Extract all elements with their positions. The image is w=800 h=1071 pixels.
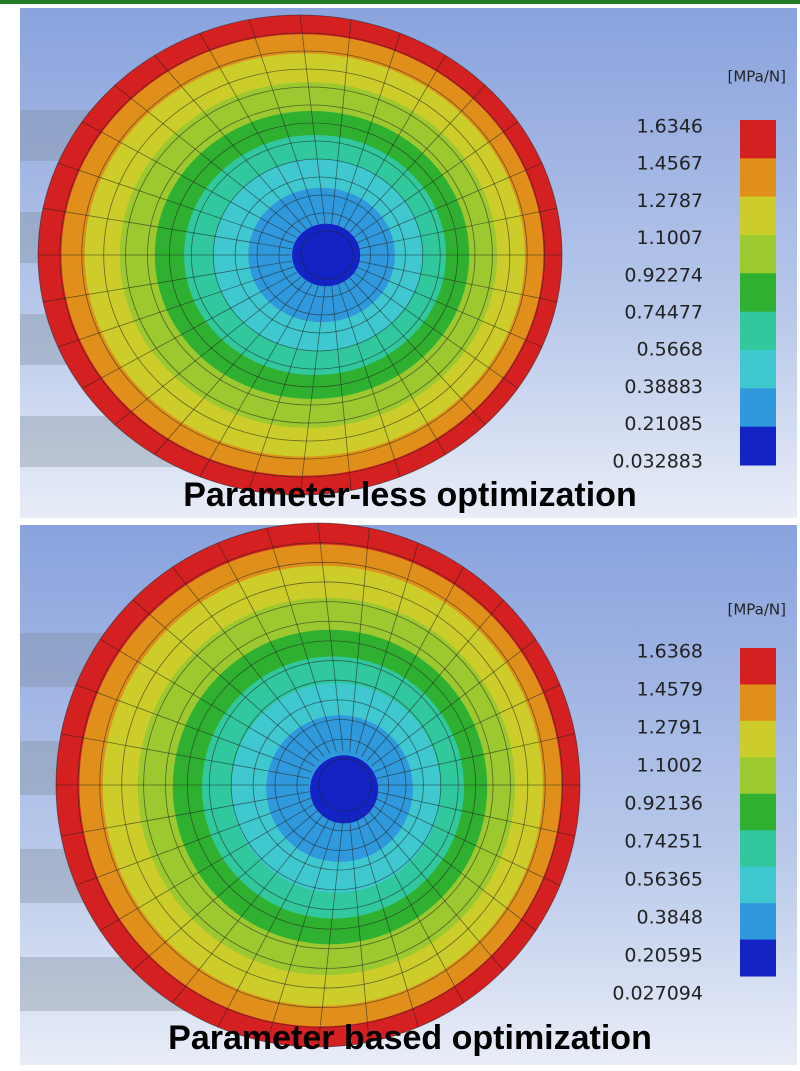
- legend-swatch: [740, 648, 776, 685]
- legend-value: 0.74477: [624, 302, 703, 324]
- panel: [MPa/N] 1.6368 1.4579 1.2791 1.1002 0.92136 0.…: [20, 523, 797, 1065]
- legend-swatch: [740, 273, 776, 312]
- legend-swatch: [740, 867, 776, 904]
- legend-swatch: [740, 684, 776, 721]
- legend-value: 0.92136: [624, 793, 703, 815]
- legend-unit: [MPa/N]: [728, 601, 786, 619]
- legend-swatch: [740, 197, 776, 236]
- legend-value: 1.6346: [637, 116, 703, 138]
- caption: Parameter based optimization: [168, 1019, 652, 1057]
- legend-value: 1.2787: [637, 190, 703, 212]
- legend-value: 0.5668: [637, 339, 703, 361]
- legend-value: 0.21085: [624, 413, 703, 435]
- legend-swatch: [740, 757, 776, 794]
- legend-value: 1.1002: [637, 755, 703, 777]
- legend-unit: [MPa/N]: [728, 68, 786, 86]
- contour-band: [292, 224, 360, 286]
- legend-value: 1.6368: [637, 641, 703, 663]
- panel: [MPa/N] 1.6346 1.4567 1.2787 1.1007 0.92274 0.…: [20, 8, 797, 518]
- legend-swatch: [740, 721, 776, 758]
- legend-value: 0.3848: [637, 907, 703, 929]
- legend-value: 0.027094: [612, 983, 703, 1005]
- legend-value: 1.1007: [637, 227, 703, 249]
- legend-swatch: [740, 312, 776, 351]
- page: [MPa/N] 1.6346 1.4567 1.2787 1.1007 0.92274 0.…: [0, 0, 800, 1071]
- legend-value: 1.2791: [637, 717, 703, 739]
- legend-value: 0.92274: [624, 264, 703, 286]
- legend-value: 0.74251: [624, 831, 703, 853]
- legend-swatch: [740, 427, 776, 466]
- legend-swatch: [740, 388, 776, 427]
- top-rule: [0, 0, 800, 4]
- legend-swatch: [740, 235, 776, 274]
- legend-swatch: [740, 940, 776, 977]
- legend-swatch: [740, 794, 776, 831]
- contour-band: [310, 755, 378, 823]
- panels: [MPa/N] 1.6346 1.4567 1.2787 1.1007 0.92274 0.…: [20, 8, 797, 1065]
- legend-swatch: [740, 158, 776, 197]
- legend-swatch: [740, 350, 776, 389]
- legend-swatch: [740, 830, 776, 867]
- legend-value: 1.4579: [637, 679, 703, 701]
- legend-swatch: [740, 120, 776, 159]
- legend-value: 0.56365: [624, 869, 703, 891]
- legend-value: 0.20595: [624, 945, 703, 967]
- legend-value: 0.032883: [612, 450, 703, 472]
- caption: Parameter-less optimization: [183, 476, 636, 514]
- legend-swatch: [740, 903, 776, 940]
- legend-value: 1.4567: [637, 153, 703, 175]
- legend-value: 0.38883: [624, 376, 703, 398]
